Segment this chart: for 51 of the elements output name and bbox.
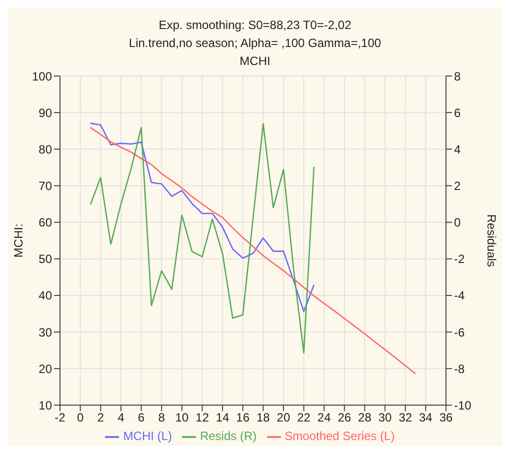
x-tick-label: 6	[138, 410, 145, 425]
chart-subtitle: Lin.trend,no season; Alpha= ,100 Gamma=,100	[128, 35, 382, 52]
legend-label: Resids (R)	[200, 429, 257, 444]
y2-tick-label: 2	[454, 178, 461, 193]
x-tick-label: 20	[276, 410, 290, 425]
x-tick-label: 8	[158, 410, 166, 425]
y-tick-label: 10	[38, 398, 52, 412]
y2-tick-label: 8	[454, 69, 461, 84]
y-tick-label: 40	[38, 288, 52, 303]
y-tick-label: 50	[38, 252, 52, 266]
x-tick-label: 10	[175, 410, 189, 425]
y-tick-label: 60	[38, 216, 52, 230]
x-tick-label: 22	[297, 410, 311, 425]
y-tick-label: 70	[38, 178, 52, 193]
y2-tick-label: -2	[454, 252, 465, 266]
y-tick-label: 90	[38, 106, 52, 120]
text: MCHI	[238, 53, 272, 70]
legend-label: Smoothed Series (L)	[284, 429, 395, 444]
x-tick-label: -2	[54, 410, 66, 425]
x-tick-label: 12	[196, 410, 210, 425]
x-tick-label: 0	[76, 410, 84, 425]
x-tick-label: 26	[338, 410, 352, 425]
line-series	[90, 123, 315, 354]
y2-tick-label: -10	[454, 398, 472, 412]
x-tick-label: 32	[398, 410, 412, 425]
y2-tick-label: -4	[454, 288, 465, 303]
y-tick-label: 20	[38, 362, 52, 376]
y-tick-label: 100	[32, 69, 52, 84]
x-tick-label: 30	[378, 410, 392, 425]
line-series	[90, 126, 416, 374]
y-tick-label: 30	[38, 325, 52, 340]
x-tick-label: 34	[419, 410, 433, 425]
y2-tick-label: 0	[454, 216, 461, 230]
chart-title: Exp. smoothing: S0=88,23 T0=-2,02	[158, 17, 352, 34]
x-tick-label: 16	[236, 410, 250, 425]
y-axis-title: MCHI:	[11, 224, 26, 258]
y-tick-label: 80	[38, 142, 52, 156]
x-tick-label: 24	[317, 410, 332, 425]
line-series	[90, 122, 315, 312]
x-tick-label: 28	[358, 410, 372, 425]
y2-tick-label: 4	[454, 142, 461, 156]
x-tick-label: 14	[216, 410, 230, 425]
y2-axis-title: Residuals	[484, 214, 499, 267]
y2-tick-label: 6	[454, 106, 461, 120]
legend-label: MCHI (L)	[123, 429, 172, 444]
y2-tick-label: -6	[454, 325, 465, 340]
x-tick-label: 36	[439, 410, 453, 425]
y2-tick-label: -8	[454, 362, 465, 376]
x-tick-label: 18	[256, 410, 270, 425]
x-tick-label: 4	[118, 410, 125, 425]
x-tick-label: 2	[97, 410, 104, 425]
